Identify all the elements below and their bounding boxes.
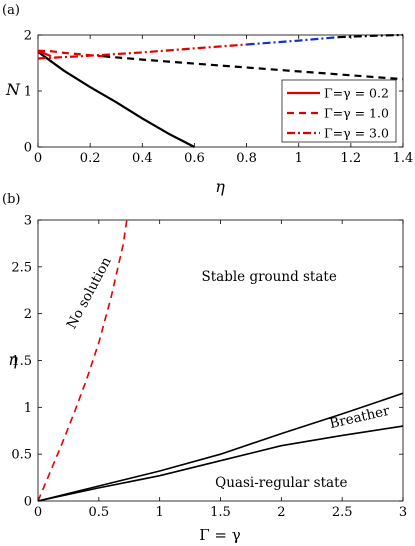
series-line-6 bbox=[337, 33, 404, 39]
series-line-3 bbox=[103, 55, 404, 81]
legend-box bbox=[281, 79, 397, 143]
series-line-1 bbox=[37, 50, 52, 58]
x-tick-label: 1.5 bbox=[210, 505, 231, 520]
panel-a-x-ticks: 0 0.2 0.4 0.6 0.8 1 1.2 1.4 bbox=[34, 35, 413, 166]
y-tick-label: 2 bbox=[24, 29, 32, 44]
x-tick-label: 1 bbox=[156, 505, 164, 520]
y-tick-label: 1.5 bbox=[11, 354, 32, 369]
panel-a-y-label: N bbox=[5, 80, 21, 99]
y-tick-label: 1 bbox=[24, 85, 32, 100]
annotation-0: No solution bbox=[64, 254, 115, 331]
x-tick-label: 1.4 bbox=[393, 151, 414, 166]
panel-b-label: (b) bbox=[2, 192, 20, 207]
legend-label: Γ=γ = 1.0 bbox=[324, 106, 389, 121]
y-tick-label: 2.5 bbox=[11, 260, 32, 275]
series-line-1 bbox=[37, 392, 404, 502]
y-tick-label: 1 bbox=[24, 401, 32, 416]
x-tick-label: 0.5 bbox=[88, 505, 109, 520]
panel-a-x-label: η bbox=[215, 177, 225, 196]
series-line-0 bbox=[37, 50, 195, 148]
x-tick-label: 0.6 bbox=[184, 151, 205, 166]
y-tick-label: 0.5 bbox=[11, 448, 32, 463]
panel-b-x-ticks: 0 0.5 1 1.5 2 2.5 3 bbox=[34, 220, 407, 520]
panel-a-series bbox=[37, 33, 404, 148]
x-tick-label: 1.2 bbox=[341, 151, 362, 166]
x-tick-label: 2.5 bbox=[332, 505, 353, 520]
panel-b-x-label: Γ = γ bbox=[199, 526, 241, 544]
panel-a-y-ticks: 0 1 2 bbox=[24, 29, 403, 156]
y-tick-label: 3 bbox=[24, 214, 32, 229]
y-tick-label: 0 bbox=[24, 141, 32, 156]
x-tick-label: 3 bbox=[399, 505, 407, 520]
panel-b-series bbox=[37, 219, 404, 502]
panel-b-y-label: η bbox=[8, 350, 18, 369]
series-line-5 bbox=[246, 36, 338, 46]
x-tick-label: 2 bbox=[277, 505, 285, 520]
series-line-2 bbox=[37, 425, 404, 502]
x-tick-label: 0.4 bbox=[132, 151, 153, 166]
y-tick-label: 2 bbox=[24, 307, 32, 322]
panel-a-legend: Γ=γ = 0.2 Γ=γ = 1.0 Γ=γ = 3.0 bbox=[281, 79, 397, 143]
legend-label: Γ=γ = 3.0 bbox=[324, 126, 389, 141]
x-tick-label: 1 bbox=[295, 151, 303, 166]
panel-b: (b) 0 0.5 1 1.5 2 2.5 3 0 0.5 1 1.5 2 2.5 3 No solut… bbox=[2, 192, 407, 544]
panel-a: (a) 0 0.2 0.4 0.6 0.8 1 1.2 1.4 0 1 2 η N Γ=γ = 0… bbox=[2, 3, 413, 196]
x-tick-label: 0 bbox=[34, 151, 42, 166]
series-line-4 bbox=[37, 43, 247, 60]
x-tick-label: 0 bbox=[34, 505, 42, 520]
annotation-3: Quasi-regular state bbox=[215, 475, 347, 491]
y-tick-label: 0 bbox=[24, 495, 32, 510]
x-tick-label: 0.8 bbox=[236, 151, 257, 166]
panel-a-label: (a) bbox=[2, 3, 20, 18]
x-tick-label: 0.2 bbox=[80, 151, 101, 166]
panel-b-annotations: No solution Stable ground stateBreatherQu… bbox=[64, 254, 392, 491]
series-line-0 bbox=[37, 219, 128, 502]
legend-label: Γ=γ = 0.2 bbox=[324, 86, 389, 101]
annotation-1: Stable ground state bbox=[202, 269, 337, 285]
panel-b-y-ticks: 0 0.5 1 1.5 2 2.5 3 bbox=[11, 214, 403, 510]
